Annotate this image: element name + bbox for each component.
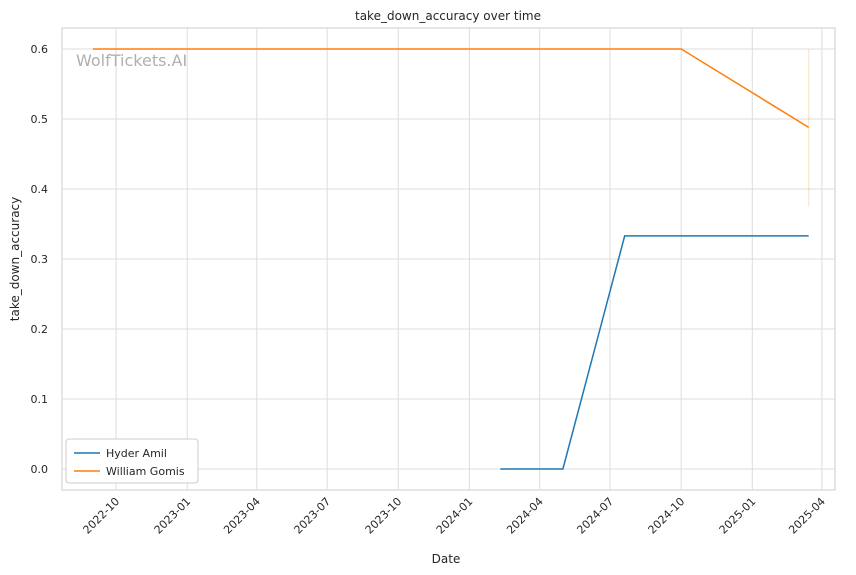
y-tick-label: 0.0 xyxy=(31,463,49,476)
legend: Hyder Amil William Gomis xyxy=(65,438,199,484)
series-layer xyxy=(92,48,810,470)
y-tick-label: 0.2 xyxy=(31,323,49,336)
series-line-hyder-amil xyxy=(500,235,809,470)
y-tick-label: 0.6 xyxy=(31,43,49,56)
x-tick-label: 2024-10 xyxy=(646,495,688,537)
y-tick-labels: 0.0 0.1 0.2 0.3 0.4 0.5 0.6 xyxy=(31,43,49,476)
legend-label-hyder-amil: Hyder Amil xyxy=(106,447,167,460)
y-axis-label: take_down_accuracy xyxy=(8,197,22,321)
x-tick-label: 2025-04 xyxy=(786,495,828,537)
x-tick-label: 2023-01 xyxy=(152,495,194,537)
x-tick-label: 2023-04 xyxy=(221,495,263,537)
legend-label-william-gomis: William Gomis xyxy=(106,465,185,478)
x-tick-label: 2025-01 xyxy=(717,495,759,537)
y-tick-label: 0.4 xyxy=(31,183,49,196)
y-tick-label: 0.5 xyxy=(31,113,49,126)
series-line-william-gomis xyxy=(92,48,810,129)
x-tick-label: 2024-01 xyxy=(434,495,476,537)
y-tick-label: 0.1 xyxy=(31,393,49,406)
x-tick-label: 2023-10 xyxy=(363,495,405,537)
watermark: WolfTickets.AI xyxy=(76,51,187,70)
x-tick-label: 2024-07 xyxy=(574,495,616,537)
x-axis-label: Date xyxy=(432,552,461,566)
x-tick-label: 2022-10 xyxy=(81,495,123,537)
chart-title: take_down_accuracy over time xyxy=(355,9,541,23)
legend-box xyxy=(65,438,199,484)
x-tick-label: 2024-04 xyxy=(504,495,546,537)
x-tick-label: 2023-07 xyxy=(292,495,334,537)
y-tick-label: 0.3 xyxy=(31,253,49,266)
x-tick-labels: 2022-10 2023-01 2023-04 2023-07 2023-10 2024-… xyxy=(81,495,828,537)
